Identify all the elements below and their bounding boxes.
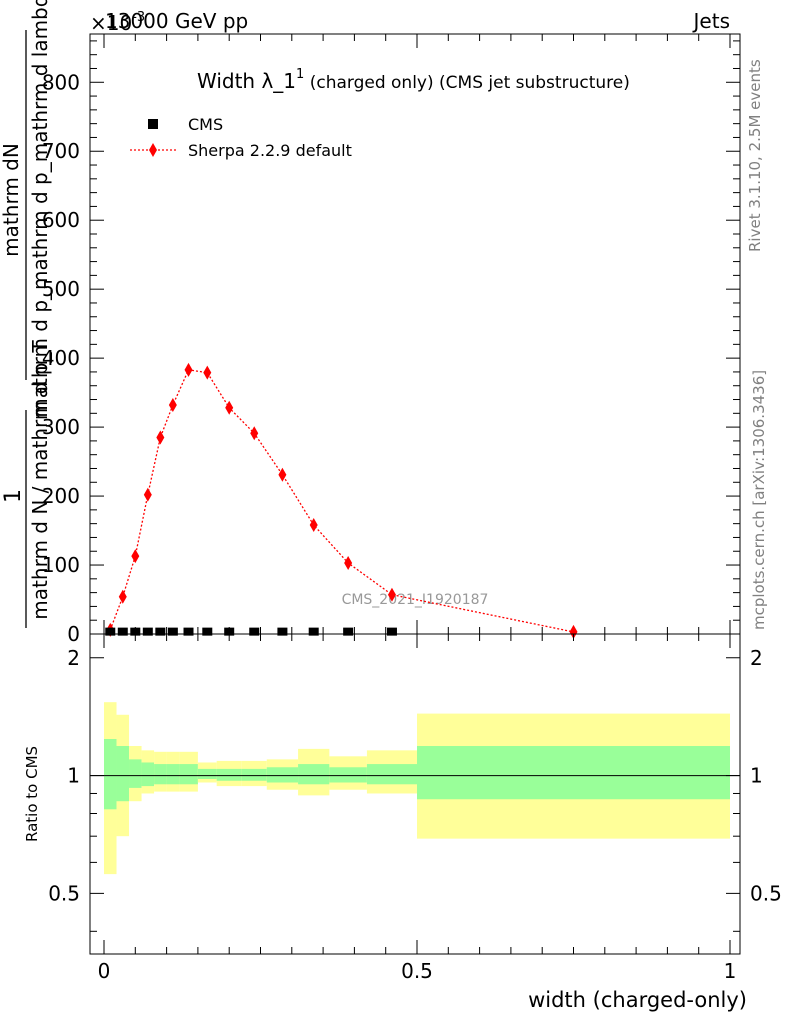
y-tick-label: 300	[42, 415, 80, 439]
ylabel-prefactor-denominator: mathrm d N / mathrm d p_T	[28, 340, 52, 620]
sherpa-point	[309, 518, 318, 533]
ratio-ylabel: Ratio to CMS	[23, 746, 41, 842]
ratio-y-tick-label-right: 1	[750, 764, 763, 788]
sherpa-point	[344, 555, 353, 570]
ratio-inner-band-bin	[417, 746, 730, 800]
sherpa-point	[569, 624, 578, 639]
cms-point	[130, 627, 141, 636]
exponent-label: ×10-3	[90, 10, 145, 35]
sherpa-point	[278, 467, 287, 482]
ratio-inner-band-bin	[141, 762, 155, 787]
main-title: Width λ_11 (charged only) (CMS jet subst…	[197, 67, 630, 93]
ratio-y-tick-label: 1	[67, 764, 80, 788]
ratio-y-tick-label: 0.5	[48, 881, 80, 905]
sherpa-point	[184, 362, 193, 377]
cms-point	[183, 627, 194, 636]
y-tick-label: 0	[67, 622, 80, 646]
ratio-inner-band-bin	[197, 768, 217, 779]
ratio-inner-band-bin	[116, 746, 130, 802]
legend-label-sherpa: Sherpa 2.2.9 default	[188, 141, 352, 160]
ylabel-denominator: mathrm d p_mathrm d p_mathrm d lambda	[28, 0, 52, 418]
cms-point	[343, 627, 354, 636]
legend: CMS Sherpa 2.2.9 default	[130, 115, 352, 160]
ratio-inner-band-bin	[154, 764, 167, 785]
sherpa-point	[387, 587, 396, 602]
ratio-inner-band-bin	[266, 767, 299, 783]
ratio-y-tick-label: 2	[67, 646, 80, 670]
sherpa-point	[156, 430, 165, 445]
sherpa-point	[131, 549, 140, 564]
ratio-inner-band-bin	[329, 767, 367, 783]
upper-panel: 0 100 200 300 400 500 600 700 800 CMS_2021_I1920…	[42, 33, 741, 646]
cms-point	[155, 627, 166, 636]
ratio-inner-band-bin	[241, 768, 267, 781]
ratio-axis-tick-labels: 0.5 0.5 1 1 2 2 0 0.5 1	[48, 646, 782, 983]
ylabel-numerator: mathrm dN	[0, 143, 23, 257]
ratio-y-tick-label-right: 0.5	[750, 881, 782, 905]
sherpa-line	[109, 369, 574, 633]
cms-series	[105, 627, 397, 636]
sherpa-point	[168, 398, 177, 413]
process-label: 13000 GeV pp	[105, 9, 248, 33]
ratio-bands	[104, 702, 730, 875]
sherpa-point	[250, 426, 259, 441]
x-tick-label: 0	[98, 959, 111, 983]
ratio-inner-band-bin	[129, 759, 142, 788]
sherpa-point	[203, 365, 212, 380]
ratio-inner-band-bin	[216, 768, 242, 781]
cms-point	[105, 627, 116, 636]
upper-ylabel: 1 mathrm d N / mathrm d p_T mathrm dN ma…	[0, 0, 52, 628]
upper-axis-tick-labels: 0 100 200 300 400 500 600 700 800	[42, 70, 80, 646]
ratio-inner-band-bin	[366, 764, 417, 785]
cms-point	[117, 627, 128, 636]
ratio-inner-band-bin	[166, 764, 180, 785]
y-tick-label: 100	[42, 553, 80, 577]
cms-point	[142, 627, 153, 636]
ratio-y-tick-label-right: 2	[750, 646, 763, 670]
y-tick-label: 700	[42, 139, 80, 163]
ratio-panel-frame	[89, 633, 741, 955]
cms-point	[249, 627, 260, 636]
legend-marker-sherpa	[149, 143, 157, 157]
analysis-tag-label: Jets	[692, 9, 730, 33]
ratio-axis-ticks	[90, 634, 740, 954]
sherpa-point	[143, 487, 152, 502]
cms-point	[224, 627, 235, 636]
rivet-version-label: Rivet 3.1.10, 2.5M events	[746, 59, 764, 252]
x-axis-label: width (charged-only)	[528, 988, 747, 1012]
legend-marker-cms	[148, 119, 158, 129]
sherpa-point	[225, 400, 234, 415]
y-tick-label: 400	[42, 346, 80, 370]
cms-point	[167, 627, 178, 636]
x-tick-label: 1	[724, 959, 737, 983]
legend-label-cms: CMS	[188, 115, 223, 134]
x-tick-label: 0.5	[401, 959, 433, 983]
y-tick-label: 500	[42, 277, 80, 301]
upper-axis-ticks	[90, 34, 740, 635]
ratio-panel: 0.5 0.5 1 1 2 2 0 0.5 1 Ratio to CMS	[23, 633, 782, 983]
sherpa-point	[118, 589, 127, 604]
cms-point	[277, 627, 288, 636]
cms-point	[386, 627, 397, 636]
y-tick-label: 600	[42, 208, 80, 232]
mcplots-label: mcplots.cern.ch [arXiv:1306.3436]	[750, 370, 768, 630]
cms-point	[308, 627, 319, 636]
watermark: CMS_2021_I1920187	[342, 592, 489, 608]
y-tick-label: 800	[42, 70, 80, 94]
ratio-inner-band-bin	[298, 764, 330, 785]
cms-point	[202, 627, 213, 636]
ratio-inner-band-bin	[104, 739, 117, 810]
ratio-inner-band-bin	[179, 764, 198, 785]
y-tick-label: 200	[42, 484, 80, 508]
ylabel-prefactor-numerator: 1	[1, 489, 26, 503]
